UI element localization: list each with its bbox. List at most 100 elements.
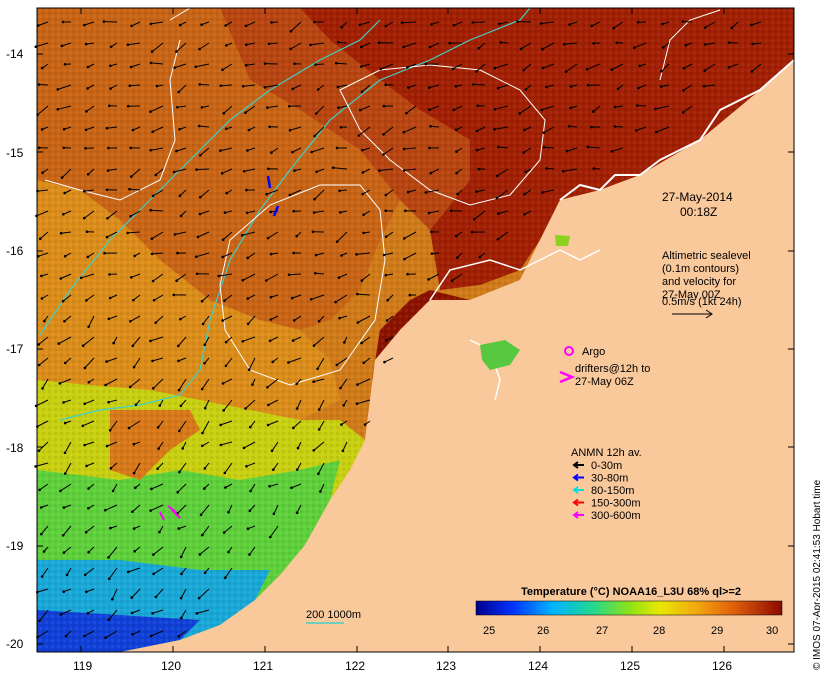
velocity-arrow-head — [704, 26, 707, 29]
velocity-arrow-head — [108, 273, 111, 276]
velocity-arrow-head — [382, 133, 385, 136]
velocity-arrow-head — [523, 128, 526, 132]
velocity-arrow-head — [270, 151, 273, 154]
velocity-arrow-head — [291, 150, 294, 154]
velocity-arrow-head — [62, 401, 65, 404]
velocity-arrow-head — [105, 126, 109, 130]
velocity-arrow-head — [660, 85, 663, 88]
velocity-arrow — [201, 525, 210, 536]
velocity-arrow — [84, 399, 95, 405]
velocity-arrow-head — [245, 465, 248, 468]
velocity-arrow-head — [334, 61, 338, 65]
velocity-arrow — [247, 210, 256, 214]
velocity-arrow-head — [681, 111, 685, 114]
velocity-arrow-head — [219, 423, 222, 427]
velocity-arrow-head — [40, 66, 44, 70]
velocity-arrow — [152, 252, 164, 255]
velocity-arrow-head — [569, 106, 572, 110]
velocity-arrow-head — [682, 89, 685, 92]
velocity-arrow-head — [86, 65, 90, 69]
velocity-arrow-head — [267, 167, 270, 171]
velocity-arrow-head — [62, 213, 65, 216]
velocity-arrow-head — [154, 595, 158, 599]
velocity-arrow — [264, 84, 279, 88]
velocity-arrow — [82, 420, 95, 427]
velocity-arrow-head — [177, 359, 180, 363]
velocity-arrow-head — [377, 41, 381, 44]
scale-arrow-icon — [672, 309, 713, 319]
velocity-arrow — [451, 273, 463, 282]
velocity-arrow-head — [172, 170, 176, 174]
velocity-arrow-head — [129, 215, 132, 218]
velocity-arrow-head — [496, 238, 500, 241]
velocity-arrow — [661, 63, 670, 72]
velocity-arrow — [174, 63, 187, 69]
velocity-arrow-head — [149, 110, 152, 113]
velocity-arrow-head — [339, 126, 343, 129]
velocity-arrow-head — [38, 488, 41, 492]
altimetry-line: 0.5m/s (1kt 24h) — [662, 296, 741, 308]
velocity-arrow — [61, 42, 72, 47]
velocity-arrow-head — [360, 65, 363, 68]
velocity-arrow — [634, 42, 647, 49]
velocity-arrow-head — [636, 20, 640, 24]
velocity-arrow-head — [62, 590, 65, 593]
velocity-arrow — [150, 336, 164, 342]
velocity-arrow-head — [564, 70, 568, 73]
velocity-arrow-head — [244, 407, 247, 410]
velocity-arrow — [540, 21, 555, 24]
velocity-arrow — [199, 42, 210, 50]
velocity-arrow — [150, 62, 164, 65]
anmn-label: 150-300m — [591, 498, 641, 510]
velocity-arrow-head — [105, 188, 109, 192]
velocity-arrow-head — [83, 443, 86, 447]
velocity-arrow-head — [317, 428, 321, 431]
velocity-arrow — [542, 189, 555, 193]
velocity-arrow-head — [361, 171, 365, 174]
velocity-arrow — [158, 441, 164, 449]
velocity-arrow-head — [59, 613, 63, 616]
velocity-arrow-head — [131, 344, 135, 348]
velocity-arrow — [204, 399, 210, 409]
velocity-arrow-head — [592, 42, 595, 45]
velocity-arrow-head — [475, 70, 478, 73]
velocity-arrow-head — [613, 105, 617, 109]
velocity-arrow — [682, 21, 693, 23]
velocity-arrow-head — [585, 68, 589, 71]
velocity-arrow-head — [384, 24, 388, 28]
velocity-arrow-head — [59, 489, 62, 493]
velocity-arrow — [703, 84, 716, 87]
argo-icon — [564, 346, 574, 356]
velocity-arrow-head — [175, 279, 178, 283]
velocity-arrow — [131, 21, 141, 27]
velocity-arrow-head — [246, 297, 250, 300]
velocity-arrow — [404, 231, 417, 239]
velocity-arrow-head — [83, 573, 87, 577]
velocity-arrow — [336, 357, 348, 366]
velocity-arrow-head — [63, 472, 67, 475]
velocity-arrow-head — [180, 572, 183, 576]
velocity-arrow-head — [42, 550, 46, 553]
velocity-arrow-head — [335, 240, 339, 243]
velocity-arrow-head — [493, 107, 497, 111]
velocity-arrow-head — [223, 211, 227, 214]
velocity-arrow — [151, 483, 164, 490]
velocity-arrow-head — [331, 166, 335, 169]
velocity-arrow — [57, 84, 72, 90]
velocity-arrow-head — [266, 106, 269, 109]
velocity-arrow-head — [245, 43, 248, 46]
velocity-arrow-head — [292, 251, 295, 255]
velocity-arrow — [403, 42, 417, 48]
velocity-arrow-head — [132, 471, 136, 475]
velocity-arrow-head — [87, 507, 90, 510]
velocity-arrow-head — [427, 278, 430, 281]
velocity-arrow-head — [173, 233, 177, 236]
velocity-arrow-head — [241, 340, 245, 343]
velocity-arrow-head — [156, 467, 159, 471]
velocity-arrow-head — [40, 274, 43, 278]
velocity-arrow-head — [41, 387, 44, 390]
velocity-arrow-head — [292, 426, 295, 430]
y-tick-label: -19 — [6, 539, 24, 553]
velocity-arrow-head — [343, 341, 346, 344]
velocity-arrow-head — [86, 173, 90, 176]
